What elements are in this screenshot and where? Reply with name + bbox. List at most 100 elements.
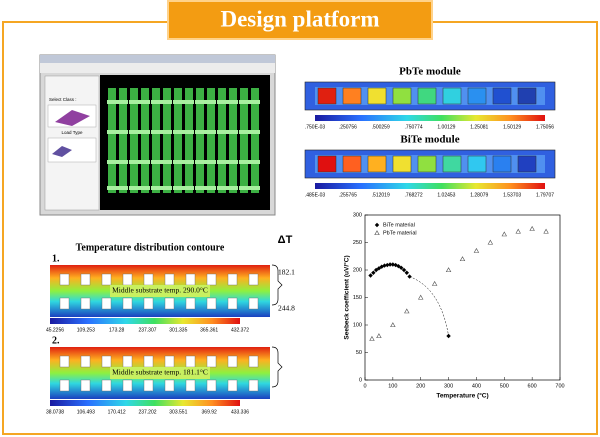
- colorbar-label: 237.307: [138, 327, 156, 333]
- point: [404, 270, 409, 275]
- element: [467, 155, 487, 173]
- delta-label: ΔT: [278, 234, 293, 246]
- strap: [151, 160, 172, 164]
- strap: [217, 100, 238, 104]
- slot: [59, 379, 70, 392]
- colorbar-label: .485E-03: [305, 192, 326, 198]
- point: [446, 333, 451, 339]
- point: [515, 228, 521, 234]
- colorbar-label: 303.551: [169, 409, 187, 415]
- point: [473, 247, 480, 253]
- point: [501, 231, 507, 237]
- legend-marker: [374, 230, 380, 236]
- y-tick-label: 100: [353, 322, 362, 328]
- colorbar-label: 432.372: [231, 327, 249, 333]
- colorbar-label: 106.493: [77, 409, 95, 415]
- colorbar-label: .512019: [372, 192, 390, 198]
- slot: [101, 355, 112, 368]
- strap: [217, 130, 238, 134]
- slot: [248, 297, 259, 310]
- slot: [206, 297, 217, 310]
- strap: [129, 130, 150, 134]
- slot: [59, 297, 70, 310]
- point: [459, 256, 466, 262]
- colorbar-label: 1.00129: [437, 124, 455, 130]
- slot: [122, 379, 133, 392]
- legend-label: PbTe material: [383, 230, 417, 236]
- element: [342, 87, 362, 105]
- slot: [185, 379, 196, 392]
- leg: [196, 88, 204, 193]
- brace: [271, 264, 283, 306]
- slot: [101, 297, 112, 310]
- slot: [143, 355, 154, 368]
- slot: [185, 273, 196, 286]
- strap: [173, 130, 194, 134]
- element: [517, 87, 537, 105]
- colorbar-label: .250756: [339, 124, 357, 130]
- slot: [143, 273, 154, 286]
- plot-frame: [364, 214, 561, 381]
- point: [445, 267, 452, 273]
- element: [317, 155, 337, 173]
- panel-label: Load Type: [62, 130, 83, 135]
- strap: [107, 160, 128, 164]
- strap: [107, 186, 128, 190]
- element: [467, 87, 487, 105]
- slot: [248, 355, 259, 368]
- module-title: PbTe module: [399, 66, 461, 78]
- colorbar-label: .500259: [372, 124, 390, 130]
- legend-marker: [374, 222, 380, 228]
- colorbar-label: 433.336: [231, 409, 249, 415]
- point: [543, 228, 549, 234]
- colorbar-label: .750774: [405, 124, 423, 130]
- colorbar-label: 1.25081: [470, 124, 488, 130]
- colorbar: [315, 183, 545, 189]
- strap: [107, 130, 128, 134]
- strap: [107, 100, 128, 104]
- y-axis-label: Seebeck coefficient (uV/°C): [343, 255, 351, 339]
- point: [390, 262, 396, 267]
- leg: [229, 88, 237, 193]
- element: [492, 87, 512, 105]
- slot: [164, 273, 175, 286]
- strap: [129, 186, 150, 190]
- note-box: [110, 367, 210, 379]
- colorbar-label: 1.79707: [536, 192, 554, 198]
- x-tick-label: 200: [416, 383, 425, 389]
- colorbar-label: 301.335: [169, 327, 187, 333]
- canvas-pattern: [107, 88, 260, 193]
- leg: [207, 88, 215, 193]
- level-label: 244.8: [278, 304, 295, 313]
- leg: [163, 88, 171, 193]
- strap: [217, 160, 238, 164]
- element: [517, 155, 537, 173]
- leg: [240, 88, 248, 193]
- point: [399, 265, 404, 270]
- point: [371, 270, 376, 275]
- point: [418, 294, 424, 300]
- slot: [185, 355, 196, 368]
- x-tick-label: 600: [528, 383, 537, 389]
- colorbar-label: 170.412: [108, 409, 126, 415]
- point: [382, 263, 387, 268]
- level-label: 182.1: [278, 268, 295, 277]
- leg: [119, 88, 127, 193]
- strap: [173, 186, 194, 190]
- leg: [185, 88, 193, 193]
- element: [342, 155, 362, 173]
- slot: [80, 297, 91, 310]
- element: [367, 87, 387, 105]
- colorbar-label: 1.28079: [470, 192, 488, 198]
- slot: [164, 379, 175, 392]
- colorbar-label: 45.2256: [46, 327, 64, 333]
- point: [407, 274, 412, 279]
- slot: [164, 297, 175, 310]
- strap: [129, 100, 150, 104]
- y-tick-label: 200: [353, 267, 362, 273]
- slot: [122, 355, 133, 368]
- slot: [80, 379, 91, 392]
- point: [401, 267, 407, 273]
- case-number: 2.: [52, 335, 60, 346]
- element: [417, 155, 437, 173]
